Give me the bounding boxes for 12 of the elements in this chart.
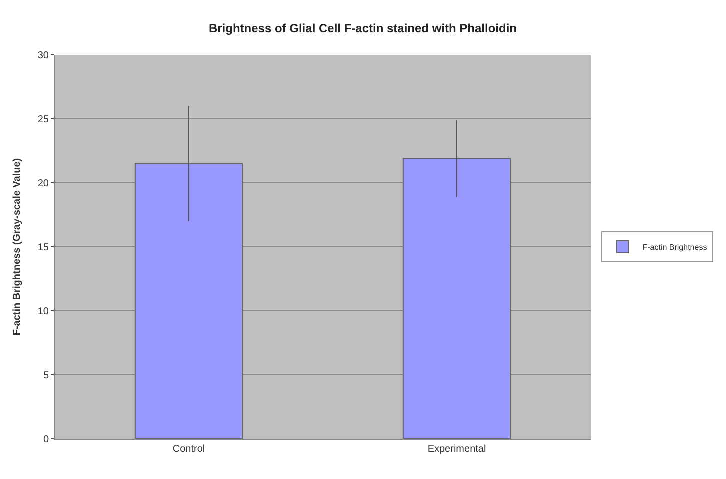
x-tick-label: Control [172, 444, 206, 455]
y-tick-label: 15 [38, 242, 50, 254]
y-tick-label: 0 [43, 434, 50, 446]
y-tick-label: 10 [38, 306, 50, 318]
y-tick-label: 20 [38, 178, 50, 190]
y-tick-label: 5 [43, 370, 50, 382]
chart-title: Brightness of Glial Cell F-actin stained with Phalloidin [208, 21, 518, 36]
y-tick-label: 30 [38, 50, 50, 62]
x-tick-label: Experimental [428, 444, 486, 455]
legend-label: F-actin Brightness [642, 243, 708, 252]
y-tick-label: 25 [38, 114, 50, 126]
y-axis-title: F-actin Brightness (Gray-scale Value) [12, 158, 23, 336]
